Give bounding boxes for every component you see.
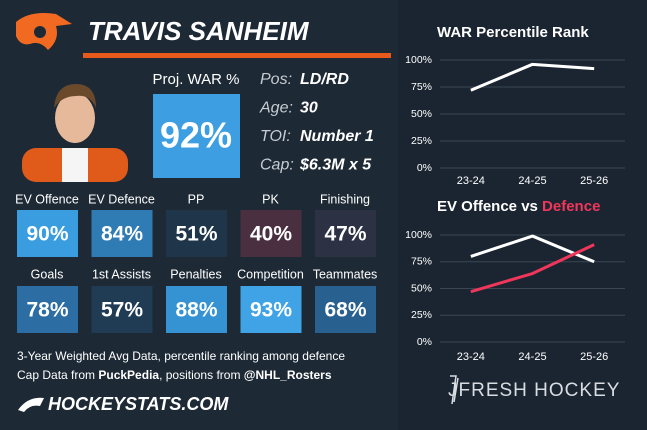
tile-label: 1st Assists <box>92 267 151 281</box>
proj-war-box <box>153 94 240 178</box>
info-value: LD/RD <box>300 71 349 88</box>
x-tick-label: 23-24 <box>457 351 485 363</box>
tile-label: PP <box>188 192 205 206</box>
watermark-icon <box>450 375 459 405</box>
chart-title-highlight: Defence <box>542 198 600 215</box>
chart-title: WAR Percentile Rank <box>437 24 589 41</box>
y-tick-label: 25% <box>411 135 432 147</box>
info-label: TOI: <box>260 128 291 145</box>
tile <box>315 286 376 333</box>
chart-title-text: WAR Percentile Rank <box>437 24 589 41</box>
tile-value: 78% <box>26 299 68 322</box>
series-line <box>470 243 595 294</box>
tile <box>315 210 376 257</box>
tile-label: Finishing <box>320 192 370 206</box>
y-tick-label: 100% <box>405 54 432 66</box>
y-tick-label: 0% <box>417 336 432 348</box>
tile-value: 51% <box>175 223 217 246</box>
chart-title-text: EV Offence vs <box>437 198 542 215</box>
tile <box>17 286 78 333</box>
info-label: Age: <box>259 100 293 117</box>
x-tick-label: 24-25 <box>518 351 546 363</box>
brand-icon <box>18 397 44 412</box>
brand: HOCKEYSTATS.COM <box>48 394 229 414</box>
info-label: Pos: <box>260 71 292 88</box>
footer-line: Cap Data from PuckPedia, positions from … <box>17 368 332 382</box>
y-tick-label: 100% <box>405 229 432 241</box>
y-tick-label: 25% <box>411 309 432 321</box>
tile <box>91 286 153 333</box>
x-tick-label: 23-24 <box>457 175 485 187</box>
footer-text: Cap Data from <box>17 368 98 382</box>
tile-label: Penalties <box>170 267 221 281</box>
player-name: TRAVIS SANHEIM <box>88 16 310 46</box>
tile-label: Competition <box>237 267 304 281</box>
y-tick-label: 50% <box>411 282 432 294</box>
tile-value: 57% <box>101 299 143 322</box>
tile-value: 68% <box>324 299 366 322</box>
tile <box>91 210 153 257</box>
tile-value: 90% <box>26 223 68 246</box>
player-photo <box>22 84 128 182</box>
footer-text: PuckPedia <box>98 368 159 382</box>
info-value: Number 1 <box>300 128 374 145</box>
info-label: Cap: <box>260 157 294 174</box>
team-logo <box>16 13 72 50</box>
x-tick-label: 24-25 <box>518 175 546 187</box>
info-value: $6.3M x 5 <box>299 157 372 174</box>
tile-label: PK <box>262 192 279 206</box>
y-tick-label: 0% <box>417 162 432 174</box>
y-tick-label: 75% <box>411 256 432 268</box>
info-value: 30 <box>300 100 318 117</box>
footer-text: , positions from <box>159 368 244 382</box>
tile-value: 93% <box>250 299 292 322</box>
chart-panel <box>398 0 647 430</box>
tile <box>166 286 227 333</box>
watermark: JFRESH HOCKEY <box>448 380 620 401</box>
x-tick-label: 25-26 <box>580 175 608 187</box>
tile-label: EV Defence <box>88 192 155 206</box>
footer-text: @NHL_Rosters <box>244 368 332 382</box>
footer-line: 3-Year Weighted Avg Data, percentile ran… <box>17 349 345 363</box>
tile <box>240 286 302 333</box>
y-tick-label: 75% <box>411 81 432 93</box>
tile-value: 84% <box>101 223 143 246</box>
name-underline <box>83 53 391 58</box>
x-tick-label: 25-26 <box>580 351 608 363</box>
tile-value: 40% <box>250 223 292 246</box>
chart-title: EV Offence vs Defence <box>437 198 600 215</box>
y-tick-label: 50% <box>411 108 432 120</box>
tile-label: Goals <box>31 267 64 281</box>
proj-war-value: 92% <box>160 115 232 156</box>
proj-war-label: Proj. WAR % <box>153 71 240 88</box>
tile <box>240 210 302 257</box>
tile <box>17 210 78 257</box>
tile-label: Teammates <box>313 267 378 281</box>
tile-label: EV Offence <box>15 192 79 206</box>
series-line <box>470 62 595 92</box>
tile-value: 47% <box>324 223 366 246</box>
tile <box>166 210 227 257</box>
tile-value: 88% <box>175 299 217 322</box>
